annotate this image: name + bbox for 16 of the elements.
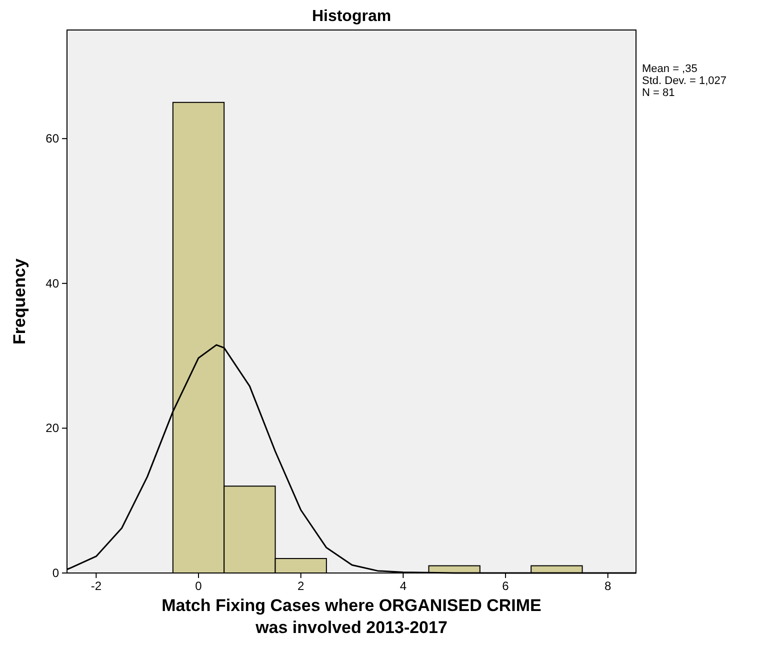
- text: N = 81: [642, 87, 675, 99]
- y-tick-label: 40: [46, 276, 60, 290]
- x-tick-label: 6: [502, 579, 510, 593]
- x-tick-label: 2: [298, 579, 304, 593]
- y-axis-title: Frequency: [10, 258, 29, 344]
- y-tick-label: 20: [46, 421, 60, 436]
- x-tick-label: 0: [195, 579, 202, 593]
- x-tick-label: 4: [400, 579, 407, 593]
- y-tick-label: 0: [52, 566, 60, 580]
- x-tick-label: 8: [604, 579, 612, 593]
- chart-title: Histogram: [312, 8, 392, 25]
- text: Mean = ,35: [642, 63, 698, 75]
- y-tick-label: 60: [46, 132, 60, 146]
- text: Std. Dev. = 1,027: [642, 75, 726, 87]
- x-tick-label: -2: [90, 579, 102, 593]
- x-axis-title: Match Fixing Cases where ORGANISED CRIME was involved 2013-2017: [162, 596, 542, 637]
